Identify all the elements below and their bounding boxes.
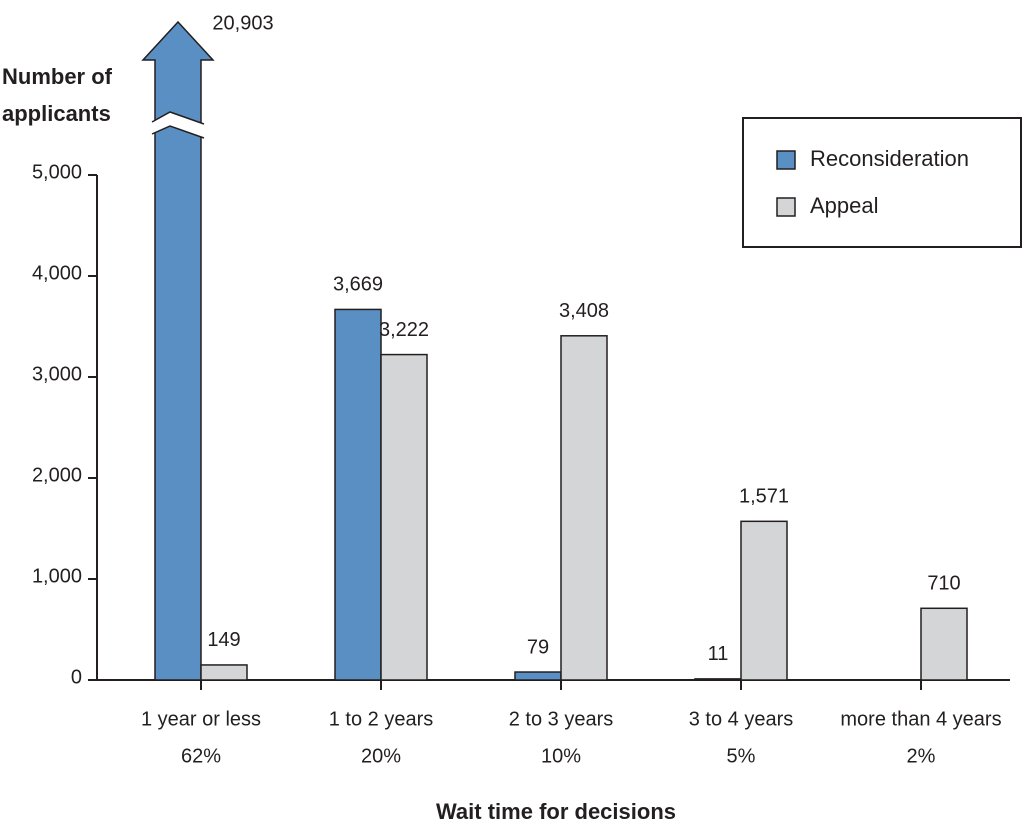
bar <box>920 607 968 681</box>
bar <box>380 353 428 681</box>
bar <box>200 664 248 681</box>
axis-break-edge <box>151 111 205 139</box>
y-axis-title: Number of applicants <box>2 64 112 126</box>
data-label: 20,903 <box>212 12 273 34</box>
x-tick-label: 3 to 4 years <box>689 708 794 730</box>
x-tick-share: 62% <box>181 745 221 767</box>
data-label: 3,222 <box>379 319 429 341</box>
bar <box>560 335 608 681</box>
bar <box>740 520 788 681</box>
bar <box>141 20 215 681</box>
data-label: 710 <box>927 573 960 595</box>
x-tick-label: 2 to 3 years <box>509 708 614 730</box>
data-label: 11 <box>708 643 729 665</box>
axis-break <box>152 112 204 138</box>
bar <box>514 671 562 681</box>
legend-label: Reconsideration <box>810 146 969 171</box>
y-tick-label: 1,000 <box>32 565 82 587</box>
data-label: 3,669 <box>333 274 383 296</box>
bar <box>694 678 742 681</box>
legend-swatch <box>776 197 796 217</box>
x-tick-share: 2% <box>907 745 936 767</box>
x-axis-title: Wait time for decisions <box>436 799 676 824</box>
data-label: 149 <box>207 629 240 651</box>
bar <box>334 308 382 681</box>
legend-label: Appeal <box>810 193 879 218</box>
y-tick-label: 2,000 <box>32 464 82 486</box>
y-tick-label: 3,000 <box>32 363 82 385</box>
y-tick-label: 5,000 <box>32 161 82 183</box>
x-tick-label: more than 4 years <box>840 708 1001 730</box>
x-tick-share: 10% <box>541 745 581 767</box>
data-label: 79 <box>527 636 549 658</box>
legend-swatch <box>776 150 796 170</box>
x-tick-label: 1 year or less <box>141 708 261 730</box>
x-tick-share: 5% <box>727 745 756 767</box>
x-tick-share: 20% <box>361 745 401 767</box>
y-tick-label: 4,000 <box>32 262 82 284</box>
data-label: 3,408 <box>559 300 609 322</box>
data-label: 1,571 <box>739 486 789 508</box>
y-tick-label: 0 <box>71 666 82 688</box>
legend-box <box>742 117 1022 248</box>
x-tick-label: 1 to 2 years <box>329 708 434 730</box>
